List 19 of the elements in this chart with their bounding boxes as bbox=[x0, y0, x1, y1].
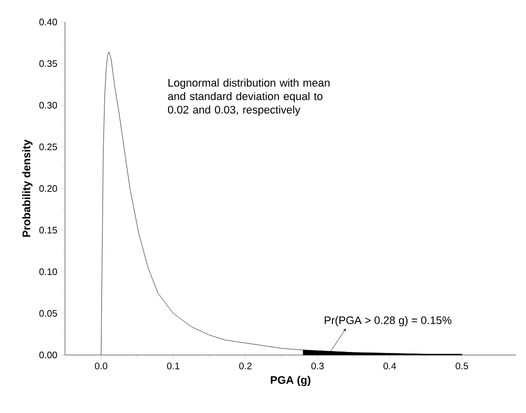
annotation: Lognormal distribution with mean and standard deviation equal to 0.02 and 0.03, respectively bbox=[168, 78, 330, 116]
y-axis-title: Probability density bbox=[22, 140, 32, 237]
y-tick-label: 0.10 bbox=[39, 268, 58, 276]
x-tick-label: 0.5 bbox=[456, 362, 468, 370]
y-tick-label: 0.20 bbox=[39, 185, 58, 192]
annotation: Pr(PGA > 0.28 g) = 0.15% bbox=[324, 316, 452, 326]
x-tick-label: 0.2 bbox=[239, 362, 252, 370]
x-tick-label: 0.0 bbox=[94, 362, 108, 370]
y-tick-label: 0.30 bbox=[39, 102, 58, 109]
y-tick-label: 0.05 bbox=[39, 310, 58, 317]
x-tick-label: 0.1 bbox=[167, 362, 180, 370]
x-tick-label: 0.3 bbox=[311, 362, 324, 370]
x-axis-title: PGA (g) bbox=[270, 376, 310, 386]
x-tick-label: 0.4 bbox=[384, 362, 396, 370]
y-tick-label: 0.15 bbox=[39, 226, 58, 234]
y-tick-label: 0.00 bbox=[39, 352, 58, 358]
y-tick-label: 0.25 bbox=[39, 144, 58, 150]
y-tick-label: 0.40 bbox=[39, 18, 58, 26]
y-tick-label: 0.35 bbox=[39, 60, 58, 67]
